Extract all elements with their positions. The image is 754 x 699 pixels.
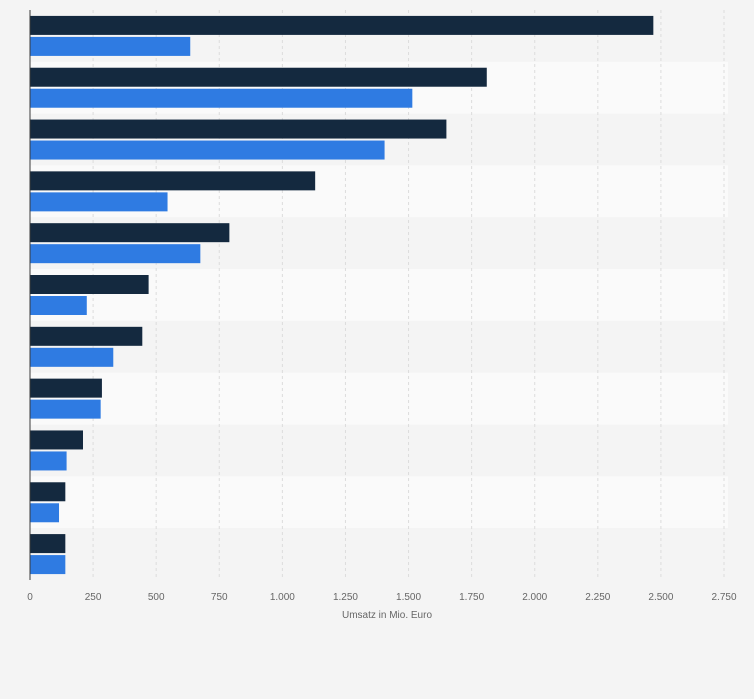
bar-series-1[interactable] (30, 326, 143, 346)
bar-series-2[interactable] (30, 503, 60, 523)
bar-series-1[interactable] (30, 15, 654, 35)
bars (30, 15, 654, 575)
bar-series-1[interactable] (30, 171, 316, 191)
x-tick-label: 1.750 (459, 592, 484, 603)
row-band (30, 424, 728, 477)
x-tick-label: 2.500 (648, 592, 673, 603)
bar-series-1[interactable] (30, 119, 447, 139)
x-tick-label: 750 (211, 592, 228, 603)
x-tick-labels: 0 250 500 750 1.000 1.250 1.500 1.750 2.000 2.250… (27, 592, 737, 603)
row-band (30, 320, 728, 373)
bar-series-2[interactable] (30, 555, 66, 575)
bar-series-2[interactable] (30, 399, 101, 419)
bar-series-1[interactable] (30, 378, 102, 398)
row-band (30, 372, 728, 425)
bar-series-1[interactable] (30, 482, 66, 502)
x-tick-label: 2.250 (585, 592, 610, 603)
x-tick-label: 1.250 (333, 592, 358, 603)
x-tick-label: 2.750 (711, 592, 736, 603)
bar-series-1[interactable] (30, 223, 230, 243)
x-axis-title: Umsatz in Mio. Euro (342, 610, 432, 621)
bar-series-1[interactable] (30, 534, 66, 554)
bar-series-2[interactable] (30, 451, 67, 471)
row-band (30, 528, 728, 580)
bar-series-2[interactable] (30, 244, 201, 264)
bar-series-1[interactable] (30, 430, 83, 450)
bar-series-2[interactable] (30, 140, 385, 160)
x-tick-label: 250 (85, 592, 102, 603)
x-tick-label: 2.000 (522, 592, 547, 603)
bar-series-2[interactable] (30, 36, 191, 56)
x-tick-label: 1.500 (396, 592, 421, 603)
bar-series-1[interactable] (30, 275, 149, 294)
row-band (30, 476, 728, 529)
bar-series-2[interactable] (30, 296, 87, 315)
bar-series-2[interactable] (30, 192, 168, 212)
x-tick-label: 0 (27, 592, 33, 603)
bar-series-1[interactable] (30, 67, 487, 87)
bar-series-2[interactable] (30, 88, 413, 108)
x-tick-label: 1.000 (270, 592, 295, 603)
x-tick-label: 500 (148, 592, 165, 603)
bar-series-2[interactable] (30, 347, 114, 367)
grid-lines (92, 10, 725, 580)
